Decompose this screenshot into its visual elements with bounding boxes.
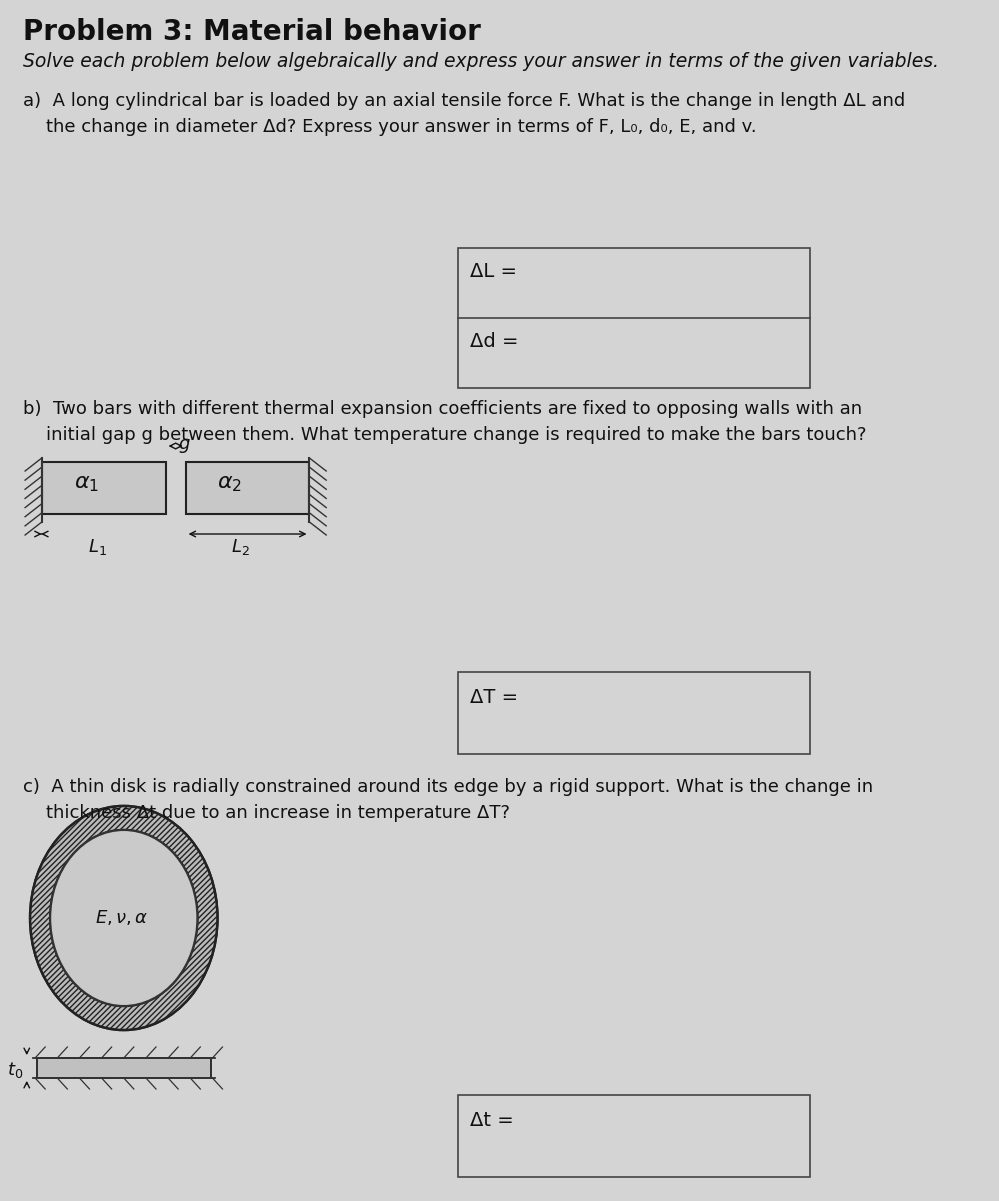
Bar [459,673,809,754]
Text: $\alpha_2$: $\alpha_2$ [218,474,243,494]
Text: the change in diameter Δd? Express your answer in terms of F, L₀, d₀, E, and v.: the change in diameter Δd? Express your … [23,118,757,136]
Text: initial gap g between them. What temperature change is required to make the bars: initial gap g between them. What tempera… [23,426,867,444]
Text: $\alpha_1$: $\alpha_1$ [74,474,99,494]
Text: b)  Two bars with different thermal expansion coefficients are fixed to opposing: b) Two bars with different thermal expan… [23,400,862,418]
Text: Problem 3: Material behavior: Problem 3: Material behavior [23,18,482,46]
Text: ΔL =: ΔL = [471,262,517,281]
Text: $L_2$: $L_2$ [232,537,251,557]
Text: Solve each problem below algebraically and express your answer in terms of the g: Solve each problem below algebraically a… [23,52,939,71]
Bar [186,462,310,514]
Text: $L_1$: $L_1$ [88,537,107,557]
Text: Δd =: Δd = [471,331,518,351]
Text: $t_0$: $t_0$ [7,1060,23,1080]
Text: g: g [178,435,190,453]
Bar [42,462,166,514]
Circle shape [50,830,198,1006]
Text: Δt =: Δt = [471,1111,513,1130]
Circle shape [30,806,218,1030]
Bar [459,1095,809,1177]
Text: c)  A thin disk is radially constrained around its edge by a rigid support. What: c) A thin disk is radially constrained a… [23,778,873,796]
Text: a)  A long cylindrical bar is loaded by an axial tensile force F. What is the ch: a) A long cylindrical bar is loaded by a… [23,92,906,110]
Text: ΔT =: ΔT = [471,688,518,707]
Text: thickness Δt due to an increase in temperature ΔT?: thickness Δt due to an increase in tempe… [23,803,510,821]
Bar [37,1058,211,1078]
Bar [459,247,809,388]
Text: $E, \nu, \alpha$: $E, \nu, \alpha$ [95,908,149,927]
